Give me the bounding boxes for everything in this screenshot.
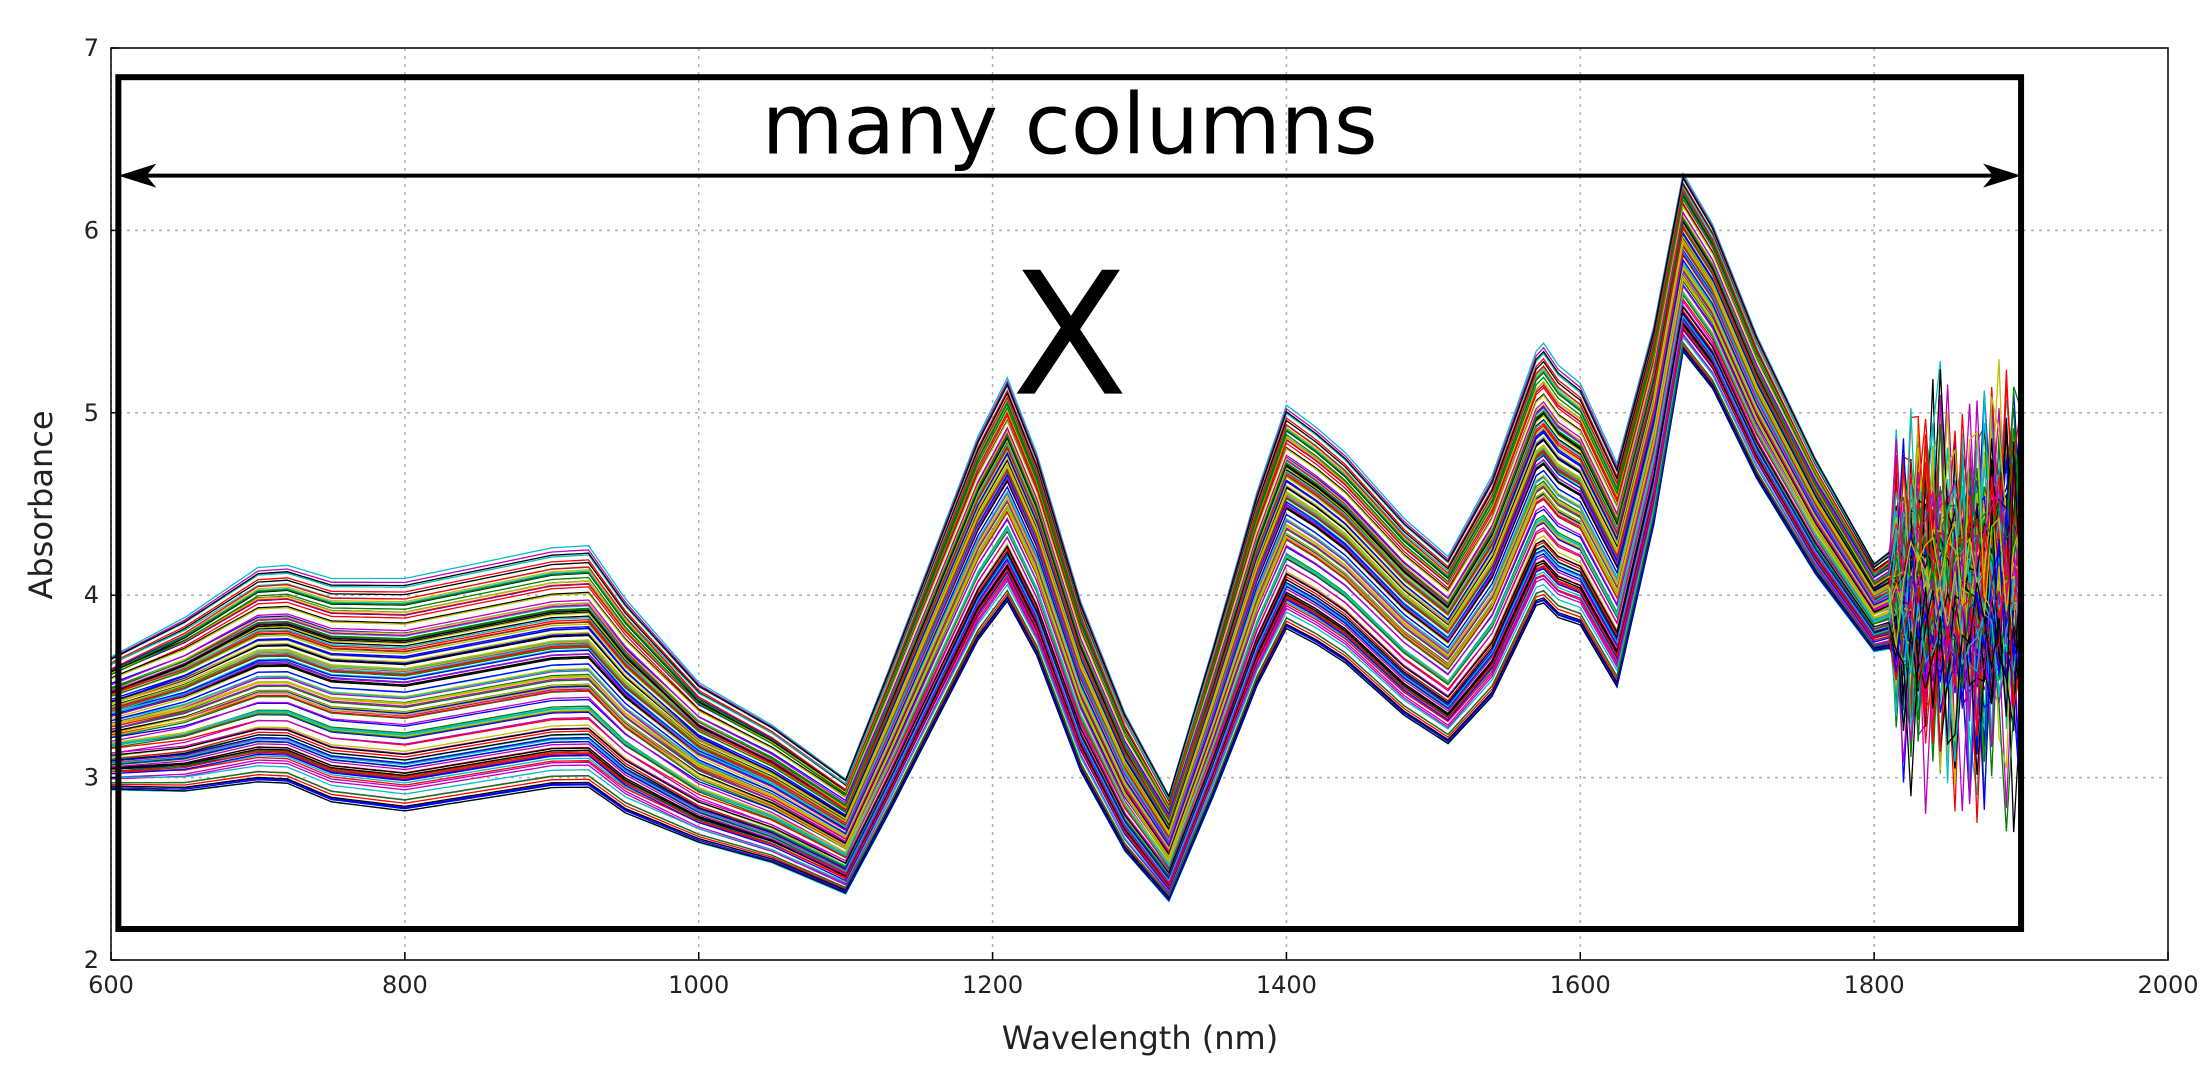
spectrum-line: [110, 265, 2022, 849]
y-tick-labels: 2 3 4 5 6 7: [84, 34, 99, 974]
spectrum-line: [110, 327, 2022, 891]
x-tick-label: 1600: [1550, 971, 1611, 999]
arrow-head-right: [1983, 163, 2022, 188]
spectrum-line: [110, 305, 2022, 875]
x-axis-label: Wavelength (nm): [1002, 1019, 1278, 1057]
y-tick-label: 4: [84, 581, 99, 609]
spectrum-line: [110, 346, 2022, 900]
spectrum-line: [110, 258, 2022, 848]
spectrum-line: [110, 187, 2022, 808]
spectrum-line: [110, 321, 2022, 886]
spectrum-line: [110, 261, 2022, 846]
spectrum-line: [110, 325, 2022, 889]
spectrum-line: [110, 225, 2022, 825]
spectrum-line: [110, 291, 2022, 868]
spectrum-line: [110, 231, 2022, 833]
spectrum-line: [110, 277, 2022, 861]
spectrum-line: [110, 293, 2022, 870]
matrix-x-label: X: [1011, 237, 1127, 435]
spectrum-line: [111, 341, 2022, 897]
annotations: many columns X: [115, 74, 2025, 932]
spectrum-line: [110, 204, 2022, 813]
spectrum-line: [110, 243, 2022, 837]
x-tick-label: 1400: [1256, 971, 1317, 999]
y-tick-label: 3: [84, 764, 99, 792]
spectrum-line: [110, 210, 2022, 819]
spectrum-line: [110, 171, 2022, 798]
y-tick-label: 5: [84, 399, 99, 427]
matrix-box: [115, 74, 2025, 932]
spectrum-line: [110, 348, 2022, 901]
arrow-head-left: [118, 163, 157, 188]
spectrum-line: [110, 219, 2022, 826]
spectrum-line: [110, 318, 2022, 885]
spectra-lines: [110, 171, 2022, 903]
spectrum-line: [110, 269, 2022, 855]
spectrum-line: [110, 176, 2022, 799]
x-tick-label: 1800: [1844, 971, 1905, 999]
spectrum-line: [110, 191, 2022, 809]
many-columns-label: many columns: [762, 76, 1378, 174]
x-tick-label: 1200: [962, 971, 1023, 999]
spectrum-line: [110, 314, 2022, 882]
spectrum-line: [110, 284, 2022, 865]
x-tick-label: 600: [88, 971, 134, 999]
x-tick-labels: 600 800 1000 1200 1400 1600 1800 2000: [88, 971, 2198, 999]
x-tick-label: 1000: [668, 971, 729, 999]
spectrum-line: [110, 216, 2022, 822]
spectrum-line: [110, 274, 2022, 859]
x-tick-label: 2000: [2137, 971, 2198, 999]
spectrum-line: [110, 235, 2022, 834]
x-tick-label: 800: [382, 971, 428, 999]
spectrum-line: [110, 299, 2022, 875]
y-tick-label: 7: [84, 34, 99, 62]
y-tick-label: 2: [84, 946, 99, 974]
spectrum-line: [110, 241, 2022, 836]
y-axis-label: Absorbance: [22, 410, 60, 599]
axes-frame: [110, 47, 2169, 961]
spectrum-line: [110, 309, 2022, 879]
spectrum-line: [110, 297, 2022, 869]
spectrum-line: [110, 195, 2022, 812]
spectrum-line: [110, 312, 2022, 880]
spectrum-line: [111, 335, 2022, 892]
spectrum-line: [110, 251, 2022, 845]
spectrum-line: [110, 332, 2022, 894]
spectrum-line: [110, 343, 2022, 898]
spectrum-line: [110, 238, 2022, 833]
y-tick-label: 6: [84, 216, 99, 244]
